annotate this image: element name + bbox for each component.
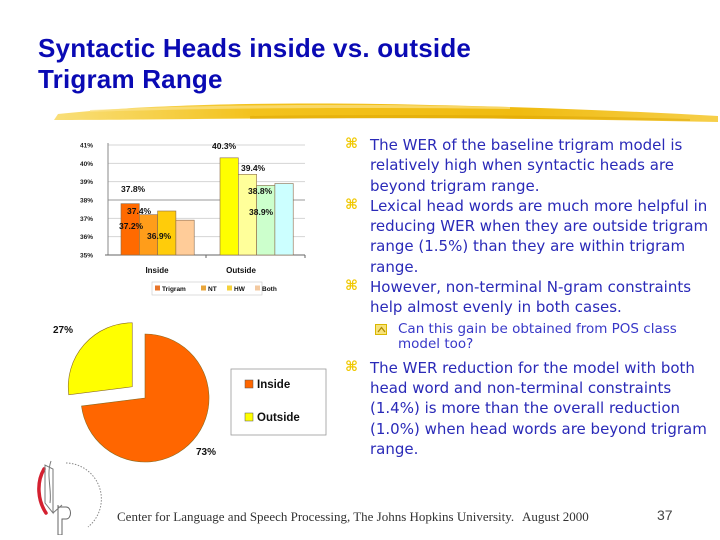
- slide-title: Syntactic Heads inside vs. outside Trigr…: [38, 33, 638, 95]
- footer-organization: Center for Language and Speech Processin…: [117, 509, 515, 524]
- legend-label: HW: [234, 286, 246, 293]
- y-tick-label: 36%: [80, 234, 93, 241]
- legend-swatch: [201, 285, 206, 291]
- chevron-box-subbullet-icon: [375, 323, 387, 335]
- x-category-label: Inside: [145, 266, 169, 275]
- data-label: 40.3%: [212, 141, 237, 151]
- footer-date: August 2000: [522, 509, 589, 524]
- legend-swatch: [255, 285, 260, 291]
- data-label: 37.2%: [119, 221, 144, 231]
- pie-label-outside: 27%: [53, 325, 73, 336]
- y-tick-label: 38%: [80, 198, 93, 205]
- command-key-bullet-icon: ⌘: [345, 278, 358, 295]
- brush-stroke-divider: [54, 103, 718, 122]
- bullet-text: The WER of the baseline trigram model is…: [370, 136, 683, 195]
- pie-label-inside: 73%: [196, 447, 216, 458]
- y-tick-label: 40%: [80, 161, 93, 168]
- y-tick-label: 41%: [80, 143, 93, 150]
- data-label: 36.9%: [147, 231, 172, 241]
- legend-label: Both: [262, 286, 277, 293]
- page-number: 37: [657, 507, 673, 523]
- legend-label: NT: [208, 286, 217, 293]
- pie-chart-legend: Inside Outside: [230, 368, 327, 436]
- command-key-bullet-icon: ⌘: [345, 196, 358, 213]
- x-category-label: Outside: [226, 266, 256, 275]
- bar-chart-wer-inside-outside: 41% 40% 39% 38% 37% 36% 35% 37.8% 37.2% 37.4% 36.9…: [80, 141, 306, 296]
- legend-swatch: [155, 285, 160, 291]
- slide-title-line-1: Syntactic Heads inside vs. outside: [38, 33, 472, 63]
- data-label: 38.9%: [249, 207, 274, 217]
- y-tick-label: 37%: [80, 216, 93, 223]
- y-tick-label: 35%: [80, 253, 93, 260]
- bar-both-outside: [274, 183, 294, 256]
- legend-label: Trigram: [162, 286, 186, 293]
- bar-chart-legend: Trigram NT HW Both: [151, 281, 277, 296]
- legend-swatch: [244, 379, 254, 389]
- bullet-list: ⌘ The WER of the baseline trigram model …: [345, 135, 715, 459]
- data-label: 37.4%: [127, 206, 152, 216]
- clsp-logo: [37, 460, 102, 535]
- pie-chart-head-distribution: 27% 73% Inside Outside: [53, 322, 327, 463]
- data-label: 37.8%: [121, 184, 146, 194]
- y-tick-label: 39%: [80, 179, 93, 186]
- bullet-item: ⌘ However, non-terminal N-gram constrain…: [345, 277, 715, 318]
- bullet-text: However, non-terminal N-gram constraints…: [370, 278, 692, 317]
- bullet-item: ⌘ The WER reduction for the model with b…: [345, 358, 715, 459]
- bullet-item: ⌘ Lexical head words are much more helpf…: [345, 196, 715, 277]
- data-label: 39.4%: [241, 163, 266, 173]
- bullet-text: Lexical head words are much more helpful…: [370, 196, 709, 276]
- command-key-bullet-icon: ⌘: [345, 136, 358, 152]
- pie-slice-inside: [81, 333, 210, 463]
- bullet-text: The WER reduction for the model with bot…: [370, 358, 707, 458]
- legend-label: Outside: [257, 412, 300, 424]
- legend-label: Inside: [257, 379, 290, 391]
- bar-both-inside: [175, 219, 195, 256]
- sub-bullet-item: Can this gain be obtained from POS class…: [345, 320, 715, 353]
- slide-title-line-2: Trigram Range: [38, 64, 223, 94]
- bullet-item: ⌘ The WER of the baseline trigram model …: [345, 135, 715, 196]
- sub-bullet-text: Can this gain be obtained from POS class…: [398, 320, 677, 353]
- legend-swatch: [227, 285, 232, 291]
- command-key-bullet-icon: ⌘: [345, 358, 358, 375]
- bar-trigram-outside: [219, 157, 239, 256]
- legend-swatch: [244, 412, 254, 422]
- pie-slice-outside: [67, 322, 133, 396]
- data-label: 38.8%: [248, 186, 273, 196]
